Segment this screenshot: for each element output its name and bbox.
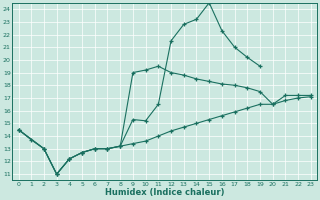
X-axis label: Humidex (Indice chaleur): Humidex (Indice chaleur) — [105, 188, 224, 197]
